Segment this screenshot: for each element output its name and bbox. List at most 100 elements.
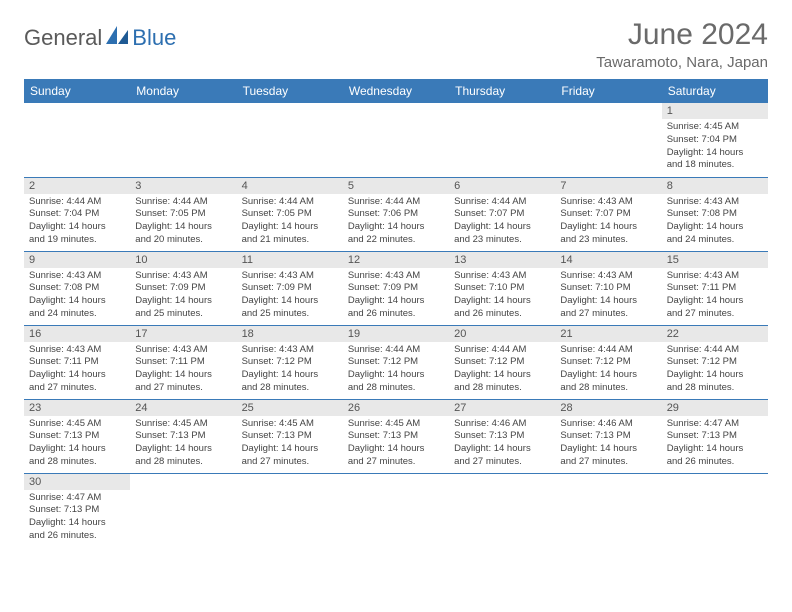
daylight-text: Daylight: 14 hours <box>454 443 550 456</box>
daylight-text: and 28 minutes. <box>454 382 550 395</box>
daylight-text: and 27 minutes. <box>667 308 763 321</box>
sunset-text: Sunset: 7:13 PM <box>348 430 444 443</box>
calendar-cell <box>449 103 555 177</box>
sunrise-text: Sunrise: 4:43 AM <box>29 344 125 357</box>
day-detail: Sunrise: 4:44 AMSunset: 7:04 PMDaylight:… <box>24 194 130 249</box>
sunrise-text: Sunrise: 4:45 AM <box>667 121 763 134</box>
day-number: 4 <box>237 178 343 194</box>
day-number: 20 <box>449 326 555 342</box>
calendar-cell <box>343 473 449 547</box>
calendar-cell <box>237 473 343 547</box>
sunrise-text: Sunrise: 4:43 AM <box>135 270 231 283</box>
sunset-text: Sunset: 7:06 PM <box>348 208 444 221</box>
calendar-cell <box>555 103 661 177</box>
day-detail: Sunrise: 4:44 AMSunset: 7:06 PMDaylight:… <box>343 194 449 249</box>
header: General Blue June 2024 Tawaramoto, Nara,… <box>24 18 768 71</box>
sunrise-text: Sunrise: 4:43 AM <box>454 270 550 283</box>
calendar-cell: 19Sunrise: 4:44 AMSunset: 7:12 PMDayligh… <box>343 325 449 399</box>
day-detail: Sunrise: 4:43 AMSunset: 7:12 PMDaylight:… <box>237 342 343 397</box>
daylight-text: Daylight: 14 hours <box>135 443 231 456</box>
weekday-header: Monday <box>130 79 236 103</box>
sunrise-text: Sunrise: 4:44 AM <box>667 344 763 357</box>
sunset-text: Sunset: 7:07 PM <box>560 208 656 221</box>
daylight-text: Daylight: 14 hours <box>242 443 338 456</box>
day-detail: Sunrise: 4:43 AMSunset: 7:11 PMDaylight:… <box>24 342 130 397</box>
calendar-cell <box>343 103 449 177</box>
daylight-text: and 28 minutes. <box>135 456 231 469</box>
calendar-cell <box>662 473 768 547</box>
calendar-cell: 16Sunrise: 4:43 AMSunset: 7:11 PMDayligh… <box>24 325 130 399</box>
weekday-header: Sunday <box>24 79 130 103</box>
daylight-text: Daylight: 14 hours <box>135 221 231 234</box>
day-number: 23 <box>24 400 130 416</box>
daylight-text: and 27 minutes. <box>348 456 444 469</box>
sunset-text: Sunset: 7:11 PM <box>667 282 763 295</box>
calendar-cell: 3Sunrise: 4:44 AMSunset: 7:05 PMDaylight… <box>130 177 236 251</box>
calendar-cell: 29Sunrise: 4:47 AMSunset: 7:13 PMDayligh… <box>662 399 768 473</box>
sunrise-text: Sunrise: 4:44 AM <box>454 344 550 357</box>
calendar-cell: 4Sunrise: 4:44 AMSunset: 7:05 PMDaylight… <box>237 177 343 251</box>
sail-icon <box>104 24 130 51</box>
day-detail: Sunrise: 4:45 AMSunset: 7:04 PMDaylight:… <box>662 119 768 174</box>
daylight-text: and 24 minutes. <box>29 308 125 321</box>
day-number: 21 <box>555 326 661 342</box>
brand-name-right: Blue <box>132 25 176 51</box>
day-detail: Sunrise: 4:44 AMSunset: 7:12 PMDaylight:… <box>662 342 768 397</box>
calendar-cell: 26Sunrise: 4:45 AMSunset: 7:13 PMDayligh… <box>343 399 449 473</box>
location-label: Tawaramoto, Nara, Japan <box>596 54 768 71</box>
weekday-header: Saturday <box>662 79 768 103</box>
daylight-text: Daylight: 14 hours <box>242 295 338 308</box>
daylight-text: and 23 minutes. <box>454 234 550 247</box>
calendar-row: 2Sunrise: 4:44 AMSunset: 7:04 PMDaylight… <box>24 177 768 251</box>
day-detail: Sunrise: 4:43 AMSunset: 7:09 PMDaylight:… <box>237 268 343 323</box>
sunrise-text: Sunrise: 4:43 AM <box>667 196 763 209</box>
calendar-row: 30Sunrise: 4:47 AMSunset: 7:13 PMDayligh… <box>24 473 768 547</box>
day-detail: Sunrise: 4:43 AMSunset: 7:07 PMDaylight:… <box>555 194 661 249</box>
daylight-text: Daylight: 14 hours <box>560 443 656 456</box>
daylight-text: Daylight: 14 hours <box>242 369 338 382</box>
calendar-cell: 6Sunrise: 4:44 AMSunset: 7:07 PMDaylight… <box>449 177 555 251</box>
sunrise-text: Sunrise: 4:44 AM <box>29 196 125 209</box>
day-number: 18 <box>237 326 343 342</box>
sunset-text: Sunset: 7:05 PM <box>135 208 231 221</box>
daylight-text: and 18 minutes. <box>667 159 763 172</box>
sunrise-text: Sunrise: 4:46 AM <box>454 418 550 431</box>
daylight-text: Daylight: 14 hours <box>29 517 125 530</box>
day-detail: Sunrise: 4:45 AMSunset: 7:13 PMDaylight:… <box>24 416 130 471</box>
calendar-cell: 12Sunrise: 4:43 AMSunset: 7:09 PMDayligh… <box>343 251 449 325</box>
sunset-text: Sunset: 7:13 PM <box>242 430 338 443</box>
sunrise-text: Sunrise: 4:43 AM <box>667 270 763 283</box>
calendar-cell: 25Sunrise: 4:45 AMSunset: 7:13 PMDayligh… <box>237 399 343 473</box>
day-number: 25 <box>237 400 343 416</box>
day-number: 30 <box>24 474 130 490</box>
weekday-header: Friday <box>555 79 661 103</box>
daylight-text: Daylight: 14 hours <box>667 295 763 308</box>
sunset-text: Sunset: 7:12 PM <box>242 356 338 369</box>
calendar-cell: 7Sunrise: 4:43 AMSunset: 7:07 PMDaylight… <box>555 177 661 251</box>
daylight-text: and 25 minutes. <box>135 308 231 321</box>
weekday-header: Tuesday <box>237 79 343 103</box>
sunrise-text: Sunrise: 4:44 AM <box>454 196 550 209</box>
day-number: 19 <box>343 326 449 342</box>
day-number: 29 <box>662 400 768 416</box>
day-detail: Sunrise: 4:45 AMSunset: 7:13 PMDaylight:… <box>130 416 236 471</box>
sunset-text: Sunset: 7:05 PM <box>242 208 338 221</box>
daylight-text: and 21 minutes. <box>242 234 338 247</box>
sunrise-text: Sunrise: 4:47 AM <box>667 418 763 431</box>
calendar-cell: 15Sunrise: 4:43 AMSunset: 7:11 PMDayligh… <box>662 251 768 325</box>
day-number: 13 <box>449 252 555 268</box>
calendar-cell: 30Sunrise: 4:47 AMSunset: 7:13 PMDayligh… <box>24 473 130 547</box>
sunset-text: Sunset: 7:09 PM <box>348 282 444 295</box>
day-detail: Sunrise: 4:46 AMSunset: 7:13 PMDaylight:… <box>555 416 661 471</box>
daylight-text: and 28 minutes. <box>348 382 444 395</box>
daylight-text: Daylight: 14 hours <box>242 221 338 234</box>
day-detail: Sunrise: 4:44 AMSunset: 7:05 PMDaylight:… <box>237 194 343 249</box>
daylight-text: Daylight: 14 hours <box>348 295 444 308</box>
day-detail: Sunrise: 4:44 AMSunset: 7:07 PMDaylight:… <box>449 194 555 249</box>
calendar-cell: 13Sunrise: 4:43 AMSunset: 7:10 PMDayligh… <box>449 251 555 325</box>
sunrise-text: Sunrise: 4:45 AM <box>29 418 125 431</box>
calendar-cell: 8Sunrise: 4:43 AMSunset: 7:08 PMDaylight… <box>662 177 768 251</box>
daylight-text: Daylight: 14 hours <box>454 369 550 382</box>
calendar-row: 23Sunrise: 4:45 AMSunset: 7:13 PMDayligh… <box>24 399 768 473</box>
day-detail: Sunrise: 4:45 AMSunset: 7:13 PMDaylight:… <box>237 416 343 471</box>
